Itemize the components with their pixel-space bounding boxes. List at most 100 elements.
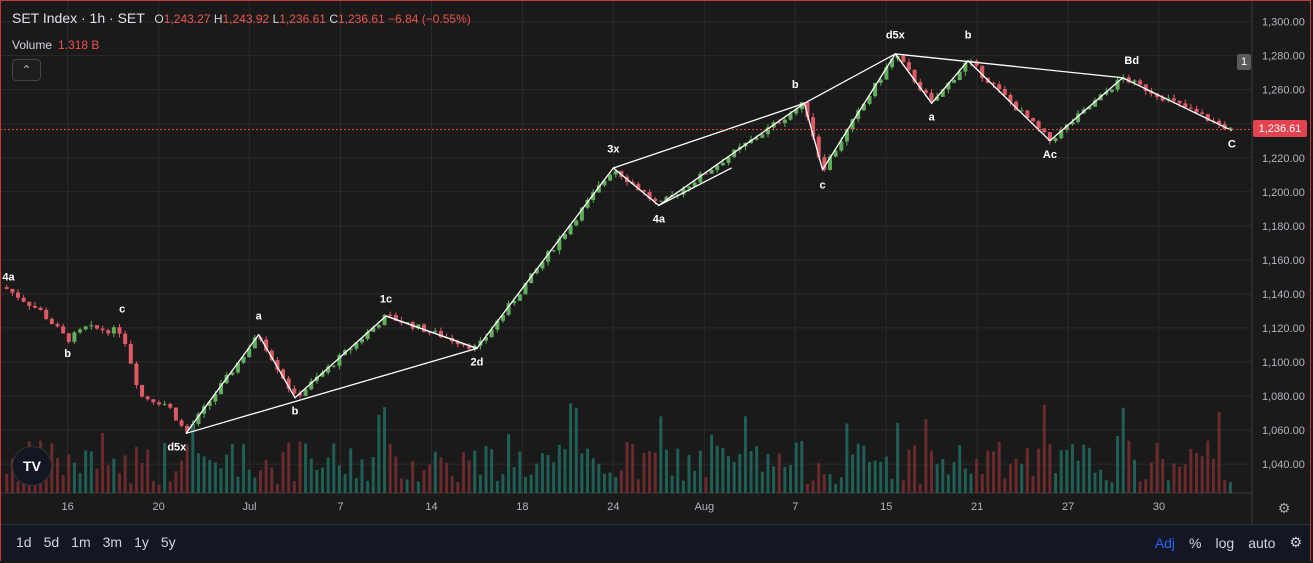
y-tick-label: 1,140.00 — [1262, 289, 1305, 301]
volume-bar — [580, 453, 584, 493]
candle-body — [1019, 110, 1024, 112]
volume-bar — [839, 477, 843, 493]
candle-body — [1053, 138, 1058, 141]
range-5d[interactable]: 5d — [43, 534, 60, 550]
candle-body — [489, 329, 494, 338]
volume-bar — [439, 457, 443, 493]
volume-bar — [631, 444, 635, 493]
candle-body — [275, 360, 280, 370]
volume-bar — [1020, 464, 1024, 493]
volume-bar — [969, 473, 973, 493]
volume-bar — [61, 474, 65, 493]
volume-bar — [845, 423, 849, 493]
volume-bar — [191, 424, 195, 493]
current-price-badge: 1,236.61 — [1253, 120, 1307, 137]
volume-bar — [918, 484, 922, 493]
wave-label: Bd — [1124, 55, 1139, 67]
candle-body — [27, 301, 32, 306]
adj-toggle[interactable]: Adj — [1154, 534, 1176, 551]
volume-bar — [134, 447, 138, 493]
candle-body — [196, 413, 201, 425]
volume-bar — [213, 462, 217, 493]
volume-bar — [659, 416, 663, 493]
volume-bar — [1116, 435, 1120, 493]
x-tick-label: 30 — [1153, 501, 1165, 513]
candle-body — [844, 129, 849, 142]
candle-body — [72, 332, 77, 342]
candle-body — [61, 326, 66, 334]
scale-number-badge[interactable]: 1 — [1237, 54, 1251, 70]
volume-bar — [174, 471, 178, 493]
candle-body — [393, 315, 398, 321]
collapse-legend-button[interactable]: ⌃ — [12, 59, 41, 81]
candle-body — [529, 273, 534, 284]
volume-bar — [247, 469, 251, 493]
wave-label: b — [792, 79, 799, 91]
volume-bar — [253, 477, 257, 493]
volume-bar — [129, 483, 133, 493]
volume-bar — [78, 473, 82, 493]
volume-bar — [749, 451, 753, 493]
candle-body — [467, 345, 472, 349]
candle-body — [952, 80, 957, 83]
volume-bar — [5, 474, 9, 493]
volume-bar — [354, 477, 358, 493]
volume-bar — [118, 473, 122, 493]
auto-toggle[interactable]: auto — [1248, 534, 1276, 551]
axis-settings-icon[interactable]: ⚙ — [1277, 499, 1291, 516]
candle-body — [117, 327, 122, 334]
candle-body — [495, 320, 500, 330]
wave-label: a — [256, 310, 263, 322]
volume-bar — [1031, 475, 1035, 493]
candle-body — [980, 65, 985, 78]
settings-gear-icon[interactable]: ⚙ — [1289, 534, 1302, 550]
volume-bar — [1172, 463, 1176, 493]
trend-line — [385, 315, 478, 349]
candle-body — [438, 330, 443, 338]
volume-bar — [1059, 450, 1063, 493]
volume-bar — [1008, 464, 1012, 493]
volume-bar — [1223, 480, 1227, 493]
wave-label: d5x — [886, 30, 906, 42]
volume-bar — [168, 481, 172, 493]
candle-body — [230, 372, 235, 375]
volume-bar — [574, 407, 578, 493]
candle-body — [286, 378, 291, 389]
x-tick-label: 27 — [1062, 501, 1074, 513]
range-5y[interactable]: 5y — [160, 534, 176, 550]
wave-label: 4a — [653, 213, 666, 225]
candle-body — [185, 425, 190, 432]
volume-bar — [89, 451, 93, 493]
log-toggle[interactable]: log — [1215, 534, 1235, 551]
symbol-title[interactable]: SET Index · 1h · SET — [12, 10, 145, 26]
percent-toggle[interactable]: % — [1189, 534, 1202, 551]
candle-body — [89, 325, 94, 327]
candle-body — [44, 309, 49, 319]
x-tick-label: 18 — [516, 501, 528, 513]
range-1m[interactable]: 1m — [71, 534, 91, 550]
volume-bar — [95, 468, 99, 493]
volume-bar — [123, 455, 127, 493]
candle-body — [523, 283, 528, 295]
volume-bar — [501, 474, 505, 493]
candle-body — [816, 136, 821, 158]
candle-body — [207, 401, 212, 406]
volume-bar — [794, 442, 798, 493]
volume-bar — [422, 470, 426, 493]
range-1d[interactable]: 1d — [16, 534, 32, 550]
volume-bar — [642, 452, 646, 493]
candle-body — [760, 134, 765, 138]
candle-body — [1115, 79, 1120, 90]
candle-body — [1064, 124, 1069, 130]
volume-bar — [304, 443, 308, 493]
candle-body — [997, 84, 1002, 90]
candle-body — [839, 141, 844, 151]
y-tick-label: 1,120.00 — [1262, 323, 1305, 335]
volume-bar — [597, 463, 601, 493]
volume-bar — [986, 450, 990, 493]
range-1y[interactable]: 1y — [134, 534, 149, 550]
range-3m[interactable]: 3m — [102, 534, 123, 550]
volume-bar — [428, 464, 432, 493]
volume-bar — [343, 474, 347, 493]
